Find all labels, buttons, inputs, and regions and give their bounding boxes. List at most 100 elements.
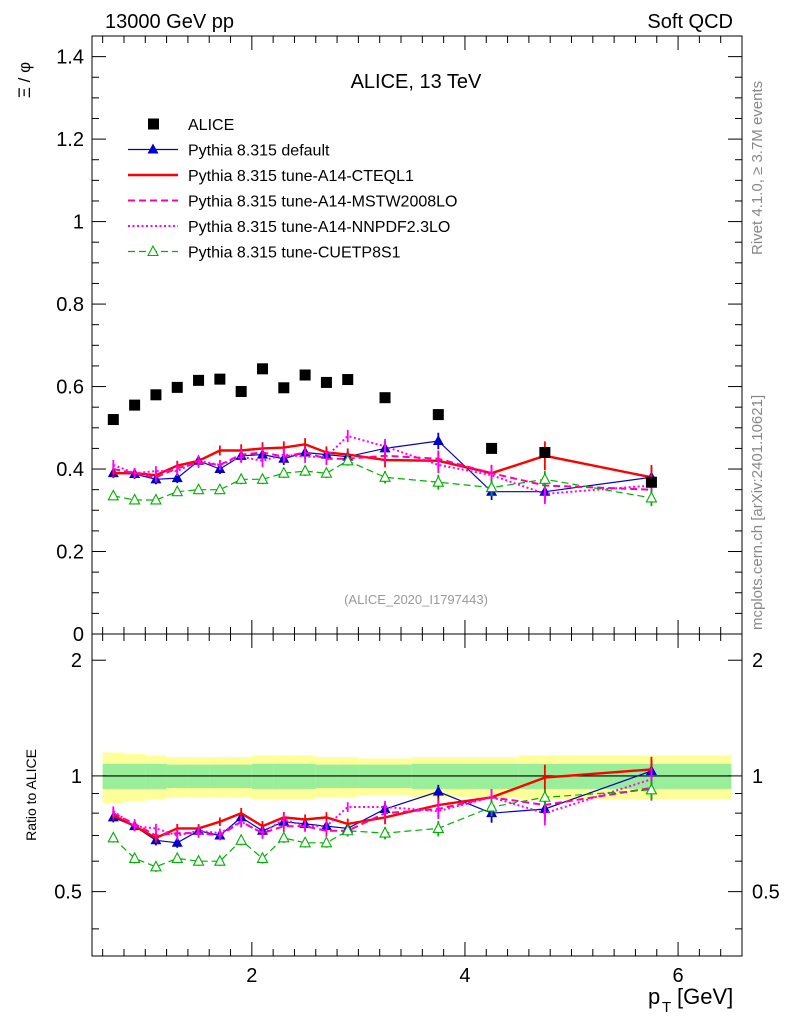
ratio-series-line <box>112 789 652 868</box>
series-line <box>113 443 652 479</box>
ratio-data-point <box>235 833 248 845</box>
ratio-y-tick-label-right: 1 <box>752 766 763 788</box>
ratio-data-point <box>379 826 391 838</box>
chart-title: ALICE, 13 TeV <box>351 71 482 93</box>
ratio-data-point <box>432 821 445 833</box>
data-point <box>192 482 205 495</box>
x-axis-label-unit: [GeV] <box>677 984 733 1009</box>
ratio-data-point <box>213 854 226 866</box>
ratio-data-point <box>299 836 312 848</box>
x-axis-label-main: p <box>648 984 660 1009</box>
data-point <box>538 472 551 484</box>
data-point <box>150 493 162 505</box>
legend-label: Pythia 8.315 tune-CUETP8S1 <box>188 245 401 262</box>
x-tick-label: 6 <box>673 965 684 987</box>
legend-entry: Pythia 8.315 tune-CUETP8S1 <box>128 245 401 262</box>
y-tick-label: 1 <box>73 212 84 234</box>
y-tick-label: 1.2 <box>56 129 84 151</box>
series-pythia-8-315-tune-cuetp8s1 <box>107 454 658 507</box>
x-tick-label: 4 <box>459 965 470 987</box>
ratio-series-pythia-8-315-tune-a14-nnpdf2-3lo <box>112 768 653 841</box>
alice-data-point <box>320 376 332 388</box>
main-plot: 0 0.2 0.4 0.6 0.8 1 1.2 1.4 ALICE, 13 TeV (ALIC… <box>15 35 743 646</box>
ratio-data-point <box>150 860 162 872</box>
legend-entry: Pythia 8.315 tune-A14-MSTW2008LO <box>128 194 457 211</box>
legend: ALICE Pythia 8.315 default Pythia 8.315 tu… <box>128 117 457 262</box>
data-point <box>213 482 226 495</box>
alice-data-point <box>129 399 141 411</box>
x-axis-label-sub: T <box>662 999 671 1016</box>
ratio-uncertainty-bands <box>102 752 732 804</box>
ratio-y-tick-label: 1 <box>71 766 82 788</box>
legend-marker <box>147 143 159 154</box>
ratio-y-tick-label-right: 0.5 <box>752 882 780 904</box>
beam-label: 13000 GeV pp <box>105 11 234 33</box>
ratio-data-point <box>432 785 444 796</box>
ratio-data-point <box>256 851 269 863</box>
legend-entry: Pythia 8.315 tune-A14-NNPDF2.3LO <box>128 219 450 236</box>
rivet-version-label: Rivet 4.1.0, ≥ 3.7M events <box>749 81 766 255</box>
alice-data-point <box>193 374 205 386</box>
ratio-y-axis-label: Ratio to ALICE <box>23 749 39 841</box>
ratio-series <box>107 756 658 872</box>
main-series <box>107 363 658 507</box>
data-point <box>341 454 354 466</box>
alice-data-point <box>432 409 444 421</box>
y-tick-label: 0.8 <box>56 294 84 316</box>
data-point <box>379 470 391 482</box>
series-line <box>113 460 652 501</box>
alice-data-point <box>150 389 162 401</box>
legend-entry: Pythia 8.315 default <box>128 143 330 160</box>
ratio-axes: 0.5 0.5 1 1 2 2 2 4 6 <box>54 634 780 987</box>
legend-label: Pythia 8.315 tune-A14-NNPDF2.3LO <box>188 219 450 236</box>
y-tick-label: 0.6 <box>56 377 84 399</box>
alice-data-point <box>278 382 290 394</box>
legend-label: Pythia 8.315 default <box>188 143 330 160</box>
data-point <box>645 491 658 503</box>
ratio-data-point <box>538 790 551 802</box>
alice-data-point <box>342 374 354 386</box>
ratio-data-point <box>128 851 141 863</box>
ratio-y-tick-label: 2 <box>71 650 82 672</box>
legend-label: ALICE <box>188 117 234 134</box>
ratio-data-point <box>171 851 184 863</box>
ratio-data-point <box>171 836 183 847</box>
ratio-data-point <box>320 836 333 848</box>
ratio-plot: 0.5 0.5 1 1 2 2 2 4 6 Ratio to ALICE <box>23 633 780 987</box>
legend-entry: Pythia 8.315 tune-A14-CTEQL1 <box>128 168 414 185</box>
y-tick-label: 0.4 <box>56 459 84 481</box>
legend-label: Pythia 8.315 tune-A14-CTEQL1 <box>188 168 414 185</box>
data-point <box>299 464 312 476</box>
series-line <box>113 451 652 491</box>
x-tick-label: 2 <box>246 965 257 987</box>
analysis-id-label: (ALICE_2020_I1797443) <box>344 592 488 607</box>
ratio-data-point <box>192 854 205 866</box>
series-pythia-8-315-default <box>107 432 657 503</box>
ratio-data-point <box>277 831 290 843</box>
data-point <box>485 480 498 493</box>
alice-data-point <box>486 442 498 454</box>
alice-data-point <box>379 392 391 404</box>
data-point <box>171 485 184 497</box>
alice-data-point <box>107 414 119 426</box>
data-point <box>128 493 141 505</box>
alice-data-point <box>299 369 311 381</box>
ratio-y-tick-label-right: 2 <box>752 650 763 672</box>
mcplots-label: mcplots.cern.ch [arXiv:2401.10621] <box>749 395 766 630</box>
alice-data-point <box>645 476 657 488</box>
data-point <box>277 466 290 478</box>
main-axes: 0 0.2 0.4 0.6 0.8 1 1.2 1.4 <box>56 35 742 646</box>
alice-data-point <box>171 381 183 393</box>
ratio-series-pythia-8-315-tune-cuetp8s1 <box>107 780 658 872</box>
y-tick-label: 1.4 <box>56 47 84 69</box>
legend-marker <box>148 118 159 130</box>
legend-marker <box>147 244 159 257</box>
data-point <box>256 472 269 484</box>
data-point <box>320 466 333 478</box>
legend-label: Pythia 8.315 tune-A14-MSTW2008LO <box>188 194 457 211</box>
y-axis-label: Ξ / φ <box>15 62 34 98</box>
ratio-data-point <box>107 831 120 843</box>
y-tick-label: 0 <box>73 624 84 646</box>
data-point <box>235 472 248 484</box>
